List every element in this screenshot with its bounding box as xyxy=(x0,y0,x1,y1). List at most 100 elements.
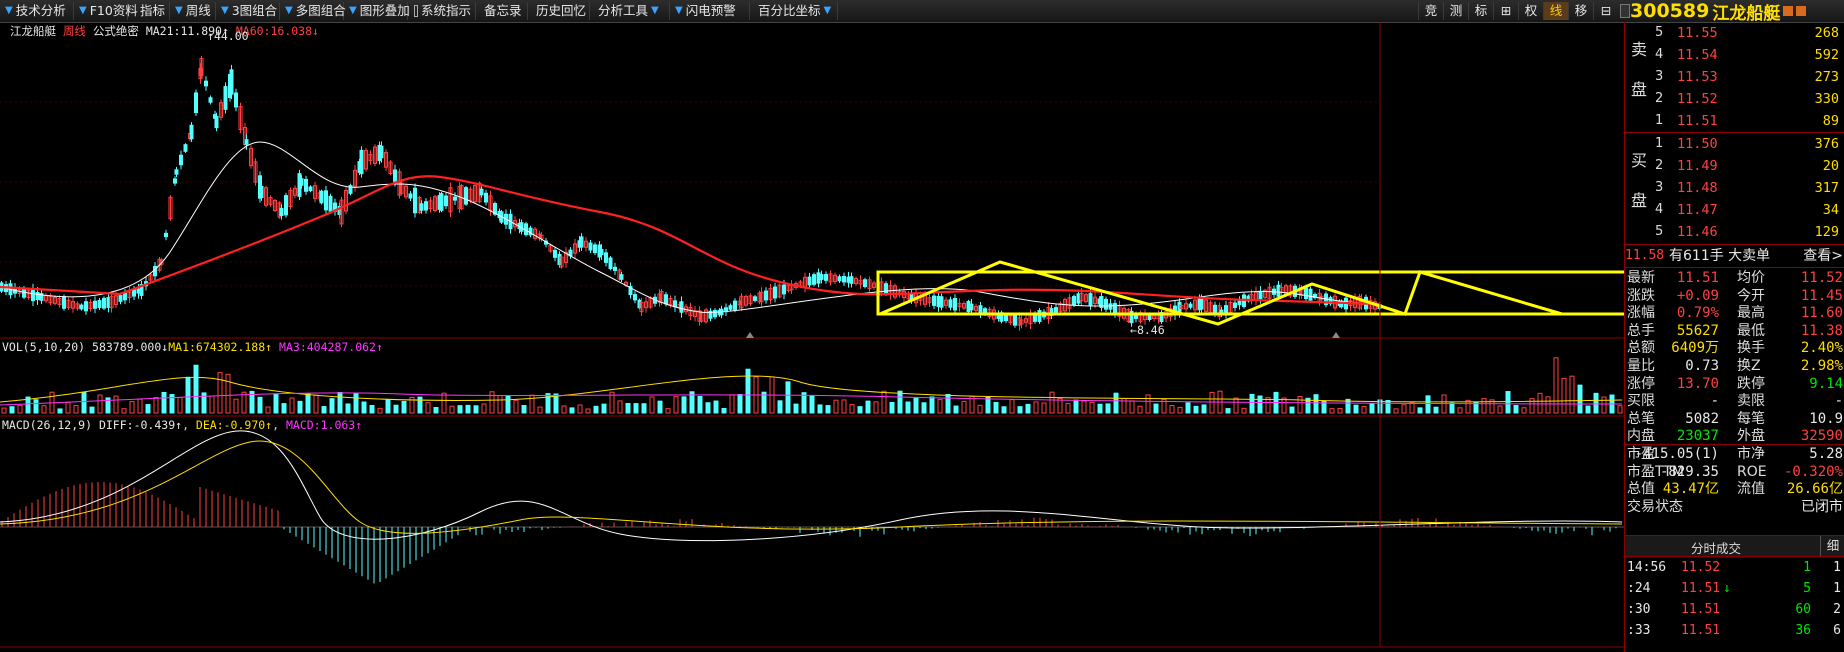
order-index: 5 xyxy=(1655,25,1664,40)
arrow-down-icon: ↓ xyxy=(312,24,319,38)
volume-bar xyxy=(1297,396,1303,414)
stat-value: 55627 xyxy=(1676,322,1719,339)
stat-value: 5.28 xyxy=(1809,446,1843,462)
macd-value: 1.063 xyxy=(320,418,356,432)
rights-button[interactable]: 权 xyxy=(1518,2,1543,20)
volume-bar xyxy=(817,404,823,414)
candle-body xyxy=(444,195,448,207)
candle-body xyxy=(379,145,384,159)
chart-area[interactable]: 江龙船艇 周线 公式绝密 MA21:11.890↑ MA60:16.038↓ V… xyxy=(0,22,1624,652)
volume-bar xyxy=(369,405,375,414)
stat-value: 11.51 xyxy=(1676,270,1719,286)
volume-bar xyxy=(1409,402,1415,414)
mark-button[interactable]: 标 xyxy=(1468,2,1493,20)
grid-icon[interactable]: ⊞ xyxy=(1493,2,1518,20)
sell-row[interactable]: 2 11.52 330 xyxy=(1655,88,1844,110)
volume-bar xyxy=(1473,401,1479,414)
candle-body xyxy=(324,190,328,211)
tick-price: 11.51 xyxy=(1681,623,1721,638)
info-formula: 公式绝密 xyxy=(92,24,139,38)
volume-bar xyxy=(857,406,863,414)
sell-row[interactable]: 5 11.55 268 xyxy=(1655,22,1844,44)
sell-row[interactable]: 4 11.54 592 xyxy=(1655,44,1844,66)
candle-body xyxy=(208,97,213,103)
flash-alert-menu[interactable]: ▼ 闪电预警 xyxy=(672,2,750,20)
candle-body xyxy=(118,294,123,302)
volume-bar xyxy=(1185,402,1191,414)
candle-body xyxy=(328,195,333,212)
stat-label: 今开 xyxy=(1737,287,1765,304)
volume-bar xyxy=(961,400,967,414)
volume-bar xyxy=(329,398,335,414)
volume-bar xyxy=(1361,405,1367,414)
volume-bar xyxy=(385,399,391,414)
arrow-up-icon: ↑ xyxy=(265,340,273,354)
buy-row[interactable]: 5 11.46 129 xyxy=(1655,221,1844,243)
volume-bar xyxy=(1081,400,1087,414)
move-button[interactable]: 移 xyxy=(1568,2,1593,20)
bid-button[interactable]: 竞 xyxy=(1418,2,1443,20)
ticks-header: 分时成交 细 xyxy=(1625,536,1844,557)
indicator-menu[interactable]: 指标 xyxy=(130,2,170,20)
expand-icon[interactable] xyxy=(1620,4,1630,18)
line-button[interactable]: 线 xyxy=(1543,2,1568,20)
volume-bar xyxy=(865,400,871,414)
buy-row[interactable]: 1 11.50 376 xyxy=(1655,133,1844,155)
volume-bar xyxy=(481,403,487,414)
tick-time: :33 xyxy=(1627,623,1651,638)
candle-body xyxy=(1013,315,1017,326)
buy-row[interactable]: 2 11.49 20 xyxy=(1655,155,1844,177)
volume-bar xyxy=(809,395,815,414)
volume-bar xyxy=(1457,407,1463,414)
memo-button[interactable]: 备忘录 xyxy=(478,2,528,20)
sell-row[interactable]: 1 11.51 89 xyxy=(1655,110,1844,132)
stat-label: 涨幅 xyxy=(1627,305,1655,322)
big-order-alert[interactable]: 11.58 有611手 大卖单 查看> xyxy=(1625,246,1844,266)
volume-bar xyxy=(1129,400,1135,414)
period-menu[interactable]: ▼ 周线 xyxy=(172,2,216,20)
arrow-down-icon: ↓ xyxy=(161,340,169,354)
candle-body xyxy=(148,274,153,281)
candle-body xyxy=(84,301,88,312)
multi-chart-menu[interactable]: ▼ 多图组合 xyxy=(282,2,346,20)
f10-menu[interactable]: ▼ F10资料 xyxy=(76,2,138,20)
percent-axis-menu[interactable]: 百分比坐标 ▼ xyxy=(752,2,838,20)
volume-bar xyxy=(1353,404,1359,414)
candle-body xyxy=(1088,293,1093,306)
buy-label-top: 买 xyxy=(1630,151,1647,170)
sell-row[interactable]: 3 11.53 273 xyxy=(1655,66,1844,88)
system-indicator-toggle[interactable]: 系统指示 xyxy=(410,2,476,20)
volume-bar xyxy=(689,391,695,414)
history-button[interactable]: 历史回忆 xyxy=(530,2,590,20)
volume-bar xyxy=(489,391,495,414)
candle-body xyxy=(962,302,966,309)
volume-bar xyxy=(721,407,727,414)
buy-row[interactable]: 4 11.47 34 xyxy=(1655,199,1844,221)
stat-label: 内盘 xyxy=(1627,428,1655,445)
tick-volume: 1 xyxy=(1803,560,1811,575)
candle-body xyxy=(1328,297,1333,305)
panel-toggle-icon[interactable]: ⊟ xyxy=(1593,2,1618,20)
kline-chart-svg[interactable] xyxy=(0,22,1624,652)
three-chart-menu[interactable]: ▼ 3图组合 xyxy=(218,2,280,20)
volume-bar xyxy=(793,403,799,414)
candle-body xyxy=(564,251,568,264)
stat-label: 每笔 xyxy=(1737,410,1765,427)
candle-body xyxy=(359,149,364,175)
candle-body xyxy=(842,276,846,283)
overlay-menu[interactable]: ▼ 图形叠加 xyxy=(346,2,410,20)
view-button[interactable]: 查看> xyxy=(1803,248,1843,264)
volume-bar xyxy=(921,402,927,414)
candle-body xyxy=(313,185,317,200)
high-price-value: 44.00 xyxy=(213,29,249,43)
candle-body xyxy=(744,296,748,306)
buy-row[interactable]: 3 11.48 317 xyxy=(1655,177,1844,199)
measure-button[interactable]: 测 xyxy=(1443,2,1468,20)
analysis-tools-menu[interactable]: 分析工具 ▼ xyxy=(592,2,670,20)
candle-body xyxy=(93,300,97,309)
volume-bar xyxy=(1169,405,1175,414)
stat-row: 总手 55627 最低 11.38 xyxy=(1625,322,1844,341)
tech-analysis-menu[interactable]: ▼ 技术分析 xyxy=(2,2,74,20)
detail-tab[interactable]: 细 xyxy=(1820,536,1844,556)
candle-body xyxy=(413,187,417,214)
